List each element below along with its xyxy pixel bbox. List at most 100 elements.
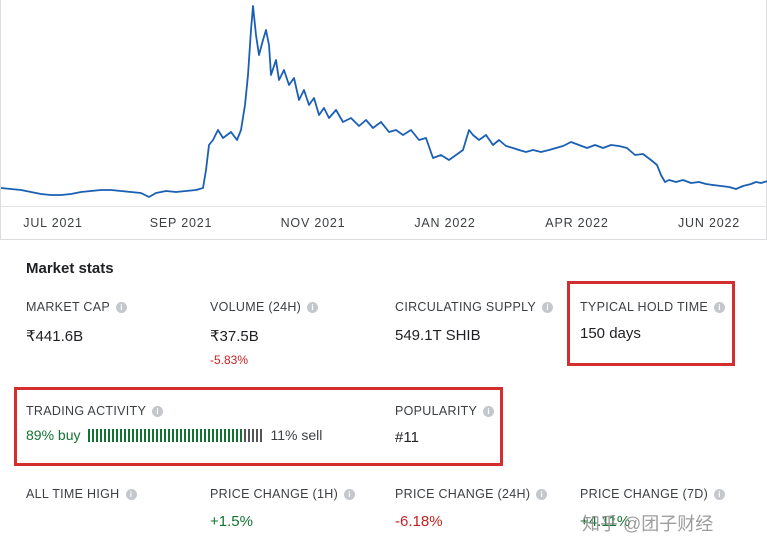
price-line-chart[interactable]: [1, 0, 767, 206]
popularity-value: #11: [395, 429, 419, 446]
highlight-box-activity: [14, 387, 503, 466]
buy-bar-segment: [124, 428, 127, 442]
buy-bar-segment: [88, 428, 91, 442]
info-icon[interactable]: i: [536, 488, 548, 500]
buy-bar-segment: [140, 428, 143, 442]
info-icon[interactable]: i: [125, 488, 137, 500]
price-chart[interactable]: JUL 2021 SEP 2021 NOV 2021 JAN 2022 APR …: [0, 0, 767, 240]
buy-bar-segment: [208, 428, 211, 442]
buy-bar-segment: [136, 428, 139, 442]
info-icon[interactable]: i: [542, 301, 554, 313]
buy-bar-segment: [224, 428, 227, 442]
x-axis: JUL 2021 SEP 2021 NOV 2021 JAN 2022 APR …: [1, 206, 767, 240]
buy-bar-segment: [228, 428, 231, 442]
buy-bar-segment: [200, 428, 203, 442]
info-icon[interactable]: i: [307, 301, 319, 313]
buy-bar-segment: [232, 428, 235, 442]
buy-bar-segment: [204, 428, 207, 442]
buy-percentage: 89% buy: [26, 427, 81, 443]
buy-bar-segment: [108, 428, 111, 442]
market-cap-label-text: MARKET CAP: [26, 300, 111, 314]
buy-bar-segment: [144, 428, 147, 442]
price-change-24h-value: -6.18%: [395, 513, 443, 530]
buy-bar-segment: [160, 428, 163, 442]
watermark-text: 知乎 @团子财经: [582, 514, 714, 534]
buy-bar-segment: [168, 428, 171, 442]
volume-change: -5.83%: [210, 353, 249, 367]
buy-bar-segment: [184, 428, 187, 442]
buy-bar-segment: [148, 428, 151, 442]
x-tick-label: APR 2022: [545, 216, 609, 230]
buy-bar-segment: [196, 428, 199, 442]
volume-label-text: VOLUME (24H): [210, 300, 302, 314]
volume-value: ₹37.5B: [210, 328, 259, 345]
buy-bar-segment: [240, 428, 243, 442]
price-change-1h-label-text: PRICE CHANGE (1H): [210, 487, 339, 501]
circulating-supply-label-text: CIRCULATING SUPPLY: [395, 300, 537, 314]
info-icon[interactable]: i: [116, 301, 128, 313]
price-change-7d-label-text: PRICE CHANGE (7D): [580, 487, 709, 501]
price-change-1h-label: PRICE CHANGE (1H) i: [210, 487, 356, 501]
buy-bar-segment: [176, 428, 179, 442]
price-change-24h-label-text: PRICE CHANGE (24H): [395, 487, 531, 501]
buy-bar-segment: [192, 428, 195, 442]
trading-activity-row: 89% buy 11% sell: [26, 427, 322, 443]
x-tick-label: SEP 2021: [149, 216, 213, 230]
buy-bar-segment: [132, 428, 135, 442]
info-icon[interactable]: i: [344, 488, 356, 500]
volume-label: VOLUME (24H) i: [210, 300, 319, 314]
info-icon[interactable]: i: [714, 488, 726, 500]
sell-bar-segment: [252, 428, 255, 442]
price-change-1h-value: +1.5%: [210, 513, 253, 530]
x-tick-label: NOV 2021: [280, 216, 346, 230]
buy-bar-segment: [116, 428, 119, 442]
market-stats-title: Market stats: [26, 260, 114, 277]
buy-bar-segment: [172, 428, 175, 442]
typical-hold-time-label-text: TYPICAL HOLD TIME: [580, 300, 709, 314]
sell-bar-segment: [260, 428, 263, 442]
highlight-box-hold-time: [567, 281, 735, 366]
buy-bar-segment: [112, 428, 115, 442]
buy-bar-segment: [164, 428, 167, 442]
trading-activity-label-text: TRADING ACTIVITY: [26, 404, 147, 418]
buy-bar-segment: [120, 428, 123, 442]
trading-activity-label: TRADING ACTIVITY i: [26, 404, 164, 418]
buy-bar-segment: [152, 428, 155, 442]
price-change-7d-label: PRICE CHANGE (7D) i: [580, 487, 726, 501]
sell-bar-segment: [248, 428, 251, 442]
buy-bar-segment: [96, 428, 99, 442]
market-cap-value: ₹441.6B: [26, 328, 84, 345]
buy-bar-segment: [104, 428, 107, 442]
info-icon[interactable]: i: [483, 405, 495, 417]
buy-bar-segment: [212, 428, 215, 442]
typical-hold-time-value: 150 days: [580, 325, 641, 342]
x-tick-label: JUN 2022: [678, 216, 740, 230]
buy-bar-segment: [236, 428, 239, 442]
buy-bar-segment: [156, 428, 159, 442]
buy-bar-segment: [100, 428, 103, 442]
sell-bar-segment: [244, 428, 247, 442]
buy-bar-segment: [92, 428, 95, 442]
all-time-high-label: ALL TIME HIGH i: [26, 487, 137, 501]
popularity-label-text: POPULARITY: [395, 404, 478, 418]
sell-percentage: 11% sell: [270, 427, 323, 443]
typical-hold-time-label: TYPICAL HOLD TIME i: [580, 300, 726, 314]
buy-bar-segment: [220, 428, 223, 442]
trading-activity-bar: [88, 428, 264, 442]
all-time-high-label-text: ALL TIME HIGH: [26, 487, 120, 501]
sell-bar-segment: [256, 428, 259, 442]
buy-bar-segment: [180, 428, 183, 442]
buy-bar-segment: [216, 428, 219, 442]
price-change-24h-label: PRICE CHANGE (24H) i: [395, 487, 548, 501]
x-tick-label: JAN 2022: [414, 216, 476, 230]
popularity-label: POPULARITY i: [395, 404, 495, 418]
circulating-supply-value: 549.1T SHIB: [395, 327, 481, 344]
buy-bar-segment: [188, 428, 191, 442]
x-tick-label: JUL 2021: [23, 216, 83, 230]
price-change-7d-value: +4.11%: [580, 513, 631, 530]
info-icon[interactable]: i: [152, 405, 164, 417]
price-line: [1, 5, 767, 198]
circulating-supply-label: CIRCULATING SUPPLY i: [395, 300, 554, 314]
info-icon[interactable]: i: [714, 301, 726, 313]
market-cap-label: MARKET CAP i: [26, 300, 128, 314]
